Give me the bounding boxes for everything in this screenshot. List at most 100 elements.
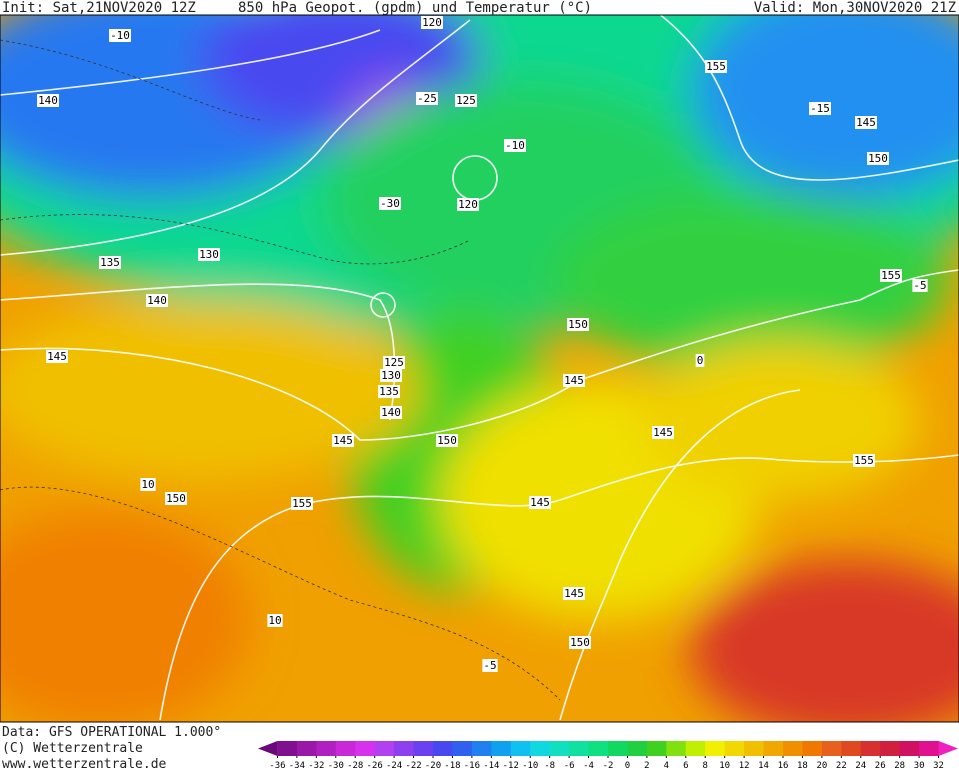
contour-label: 135 [100,256,120,269]
contour-label-box [99,256,121,269]
contour-label-box [165,492,187,505]
colorbar-swatch [821,741,842,756]
contour-label: 155 [854,454,874,467]
contour-label-box [482,659,498,672]
contour-label: -25 [417,92,437,105]
copyright: (C) Wetterzentrale [2,741,143,756]
contour-label: 150 [437,434,457,447]
colorbar-tick-label: 20 [816,761,827,770]
colorbar-swatch [296,741,317,756]
contour-label-box [380,406,402,419]
contour-label-box [455,94,477,107]
contour-label-box [569,636,591,649]
website: www.wetterzentrale.de [2,757,167,770]
colorbar-arrow [258,741,278,756]
contour-label: 125 [456,94,476,107]
contour-label-box [380,369,402,382]
contour-label-box [332,434,354,447]
colorbar-swatch [530,741,551,756]
contour-label: 0 [697,354,704,367]
colorbar-swatch [783,741,803,756]
colorbar-tick-label: -32 [308,761,324,770]
contour-label-box [37,94,59,107]
contour-label-box [867,152,889,165]
colorbar-swatch [549,741,570,756]
colorbar-swatch [666,741,687,756]
contour-label-box [457,198,479,211]
contour-label-box [436,434,458,447]
contour-label: 155 [292,497,312,510]
contour-label-box [421,16,443,29]
colorbar-tick-label: 10 [719,761,730,770]
colorbar: -36 -34 -32 -30 -28 -26 -24 -22 -20 -18 -16 -14 -12-… [258,741,958,771]
colorbar-tick-label: -16 [464,761,480,770]
colorbar-swatch [919,741,940,756]
colorbar-tick-label: -30 [328,761,344,770]
contour-label-box [378,385,400,398]
contour-label: 145 [653,426,673,439]
contour-label: 150 [166,492,186,505]
colorbar-tick-label: -14 [483,761,499,770]
contour-label: 150 [868,152,888,165]
colorbar-swatch [471,741,492,756]
colorbar-swatch [433,741,453,756]
colorbar-tick-label: -6 [564,761,575,770]
contour-label: 155 [706,60,726,73]
colorbar-swatch [705,741,726,756]
init-time: Init: Sat,21NOV2020 12Z [2,0,196,16]
contour-label: -5 [483,659,496,672]
contour-label: 145 [564,374,584,387]
colorbar-swatch [491,741,512,756]
colorbar-swatch [899,741,920,756]
colorbar-tick-label: 4 [664,761,669,770]
contour-label-box [291,497,313,510]
contour-label-box [529,496,551,509]
contour-label-box [416,92,438,105]
contour-label: 10 [268,614,281,627]
contour-label-box [146,294,168,307]
contour-label: 155 [881,269,901,282]
colorbar-swatch [685,741,706,756]
contour-label: 120 [422,16,442,29]
colorbar-swatch [394,741,415,756]
colorbar-swatch [646,741,667,756]
colorbar-tick-label: -36 [269,761,285,770]
contour-label: 125 [384,356,404,369]
contour-label-box [140,478,156,491]
colorbar-tick-label: 24 [855,761,866,770]
colorbar-swatch [413,741,434,756]
colorbar-tick-label: 14 [758,761,769,770]
contour-label-box [563,374,585,387]
colorbar-tick-label: -2 [603,761,614,770]
contour-label: -30 [380,197,400,210]
colorbar-tick-label: -20 [425,761,441,770]
colorbar-swatch [880,741,901,756]
contour-label-box [853,454,875,467]
contour-label-box [379,197,401,210]
contour-label-box [912,279,928,292]
colorbar-tick-label: 2 [644,761,649,770]
colorbar-arrow [938,741,958,756]
contour-label: -10 [110,29,130,42]
colorbar-tick-label: 28 [894,761,905,770]
contour-label-box [267,614,283,627]
contour-label-box [46,350,68,363]
colorbar-swatch [510,741,531,756]
contour-label-box [504,139,526,152]
contour-label: 145 [47,350,67,363]
colorbar-swatch [763,741,784,756]
contour-label-box [705,60,727,73]
contour-label-box [109,29,131,42]
colorbar-tick-label: -10 [522,761,538,770]
temperature-field [0,15,959,722]
map-title: 850 hPa Geopot. (gpdm) und Temperatur (°… [238,0,592,16]
contour-label: 135 [379,385,399,398]
colorbar-tick-label: 32 [933,761,944,770]
contour-label: 150 [568,318,588,331]
contour-label-box [198,248,220,261]
colorbar-swatch [374,741,395,756]
contour-label: 145 [530,496,550,509]
colorbar-tick-label: -18 [444,761,460,770]
